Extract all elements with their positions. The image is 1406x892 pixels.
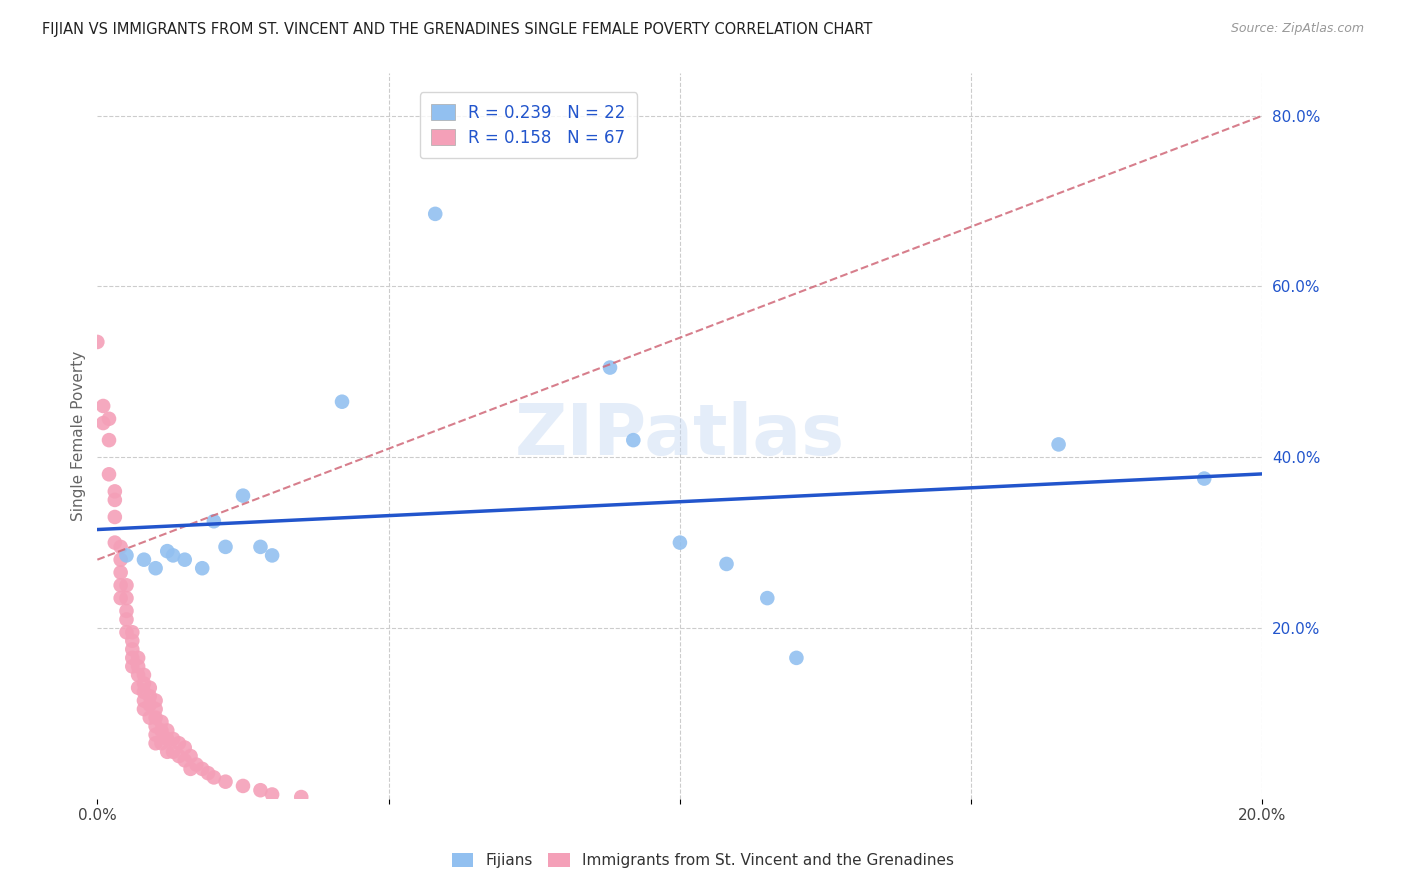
Point — [249, 783, 271, 797]
Point — [173, 753, 195, 767]
Point — [232, 779, 254, 793]
Point — [162, 745, 184, 759]
Point — [290, 790, 312, 805]
Point — [156, 723, 179, 738]
Point — [115, 578, 138, 592]
Point — [145, 728, 167, 742]
Legend: Fijians, Immigrants from St. Vincent and the Grenadines: Fijians, Immigrants from St. Vincent and… — [443, 843, 963, 877]
Point — [202, 771, 225, 785]
Point — [785, 651, 807, 665]
Legend: R = 0.239   N = 22, R = 0.158   N = 67: R = 0.239 N = 22, R = 0.158 N = 67 — [420, 92, 637, 158]
Point — [150, 723, 173, 738]
Point — [156, 731, 179, 746]
Point — [132, 668, 155, 682]
Point — [115, 591, 138, 606]
Point — [197, 766, 219, 780]
Y-axis label: Single Female Poverty: Single Female Poverty — [72, 351, 86, 521]
Point — [145, 736, 167, 750]
Point — [262, 788, 284, 802]
Point — [110, 552, 132, 566]
Point — [162, 731, 184, 746]
Point — [121, 625, 143, 640]
Point — [110, 540, 132, 554]
Point — [139, 698, 162, 712]
Text: Source: ZipAtlas.com: Source: ZipAtlas.com — [1230, 22, 1364, 36]
Point — [98, 433, 121, 447]
Point — [127, 651, 149, 665]
Point — [91, 416, 114, 430]
Point — [716, 557, 738, 571]
Point — [173, 552, 195, 566]
Point — [115, 612, 138, 626]
Point — [191, 762, 214, 776]
Point — [167, 736, 190, 750]
Point — [173, 740, 195, 755]
Point — [139, 711, 162, 725]
Point — [110, 591, 132, 606]
Point — [1047, 437, 1070, 451]
Point — [127, 681, 149, 695]
Point — [132, 676, 155, 690]
Point — [186, 757, 208, 772]
Point — [145, 711, 167, 725]
Point — [121, 633, 143, 648]
Point — [167, 749, 190, 764]
Point — [104, 535, 127, 549]
Point — [121, 651, 143, 665]
Point — [145, 719, 167, 733]
Point — [756, 591, 779, 606]
Point — [202, 514, 225, 528]
Point — [91, 399, 114, 413]
Point — [139, 681, 162, 695]
Point — [1192, 472, 1215, 486]
Point — [132, 552, 155, 566]
Point — [127, 659, 149, 673]
Point — [150, 714, 173, 729]
Point — [214, 540, 236, 554]
Point — [191, 561, 214, 575]
Point — [115, 549, 138, 563]
Point — [425, 207, 447, 221]
Point — [104, 510, 127, 524]
Point — [156, 544, 179, 558]
Point — [139, 690, 162, 704]
Point — [162, 549, 184, 563]
Point — [150, 736, 173, 750]
Point — [104, 492, 127, 507]
Point — [214, 774, 236, 789]
Point — [262, 549, 284, 563]
Point — [145, 561, 167, 575]
Point — [132, 685, 155, 699]
Text: ZIPatlas: ZIPatlas — [515, 401, 845, 470]
Point — [110, 566, 132, 580]
Point — [156, 745, 179, 759]
Point — [86, 334, 108, 349]
Point — [121, 659, 143, 673]
Point — [330, 394, 353, 409]
Point — [132, 693, 155, 707]
Point — [145, 702, 167, 716]
Point — [599, 360, 621, 375]
Point — [232, 489, 254, 503]
Point — [127, 668, 149, 682]
Point — [121, 642, 143, 657]
Point — [98, 467, 121, 482]
Point — [145, 693, 167, 707]
Point — [132, 702, 155, 716]
Point — [180, 762, 202, 776]
Point — [98, 411, 121, 425]
Point — [115, 604, 138, 618]
Point — [110, 578, 132, 592]
Point — [249, 540, 271, 554]
Point — [115, 625, 138, 640]
Text: FIJIAN VS IMMIGRANTS FROM ST. VINCENT AND THE GRENADINES SINGLE FEMALE POVERTY C: FIJIAN VS IMMIGRANTS FROM ST. VINCENT AN… — [42, 22, 873, 37]
Point — [621, 433, 644, 447]
Point — [104, 484, 127, 499]
Point — [669, 535, 692, 549]
Point — [180, 749, 202, 764]
